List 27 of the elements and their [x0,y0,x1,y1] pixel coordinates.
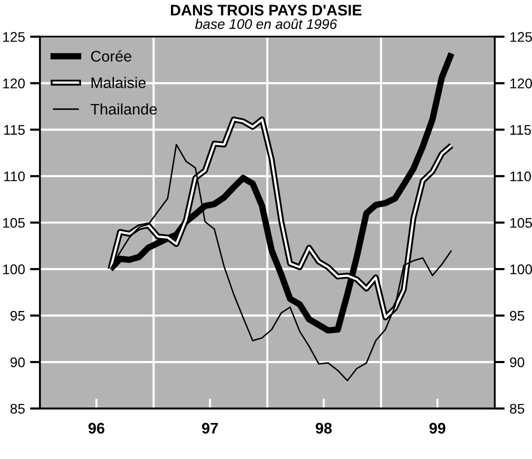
y-tick-label: 125 [3,32,25,42]
y-tick-label: 115 [4,125,25,135]
y2-tick-label: 85 [510,404,524,414]
y-tick-label: 110 [4,171,25,182]
y-tick-label: 105 [3,218,25,228]
y2-tick-label: 95 [510,310,524,321]
y-tick-label: 100 [3,264,25,274]
y2-tick-label: 125 [510,32,532,42]
y2-tick-label: 100 [510,264,532,274]
y-tick-label: 85 [10,404,25,414]
y-tick-label: 90 [10,357,25,368]
x-tick-label: 99 [429,422,446,434]
y2-tick-label: 120 [510,78,532,88]
x-tick-label: 98 [316,422,332,434]
y2-tick-label: 105 [510,218,532,228]
y-tick-label: 120 [3,78,25,88]
legend-label: Corée [91,50,132,62]
x-tick-label: 96 [88,422,104,434]
y2-tick-label: 90 [510,357,524,368]
legend-label: Malaisie [92,76,146,88]
legend-label: Thailande [90,103,157,115]
y2-tick-label: 115 [510,125,531,135]
chart-title: DANS TROIS PAYS D'ASIE [170,4,362,16]
y2-tick-label: 110 [510,171,531,182]
chart-subtitle: base 100 en août 1996 [195,18,338,29]
y-tick-label: 95 [10,310,25,321]
x-tick-label: 97 [202,422,218,434]
